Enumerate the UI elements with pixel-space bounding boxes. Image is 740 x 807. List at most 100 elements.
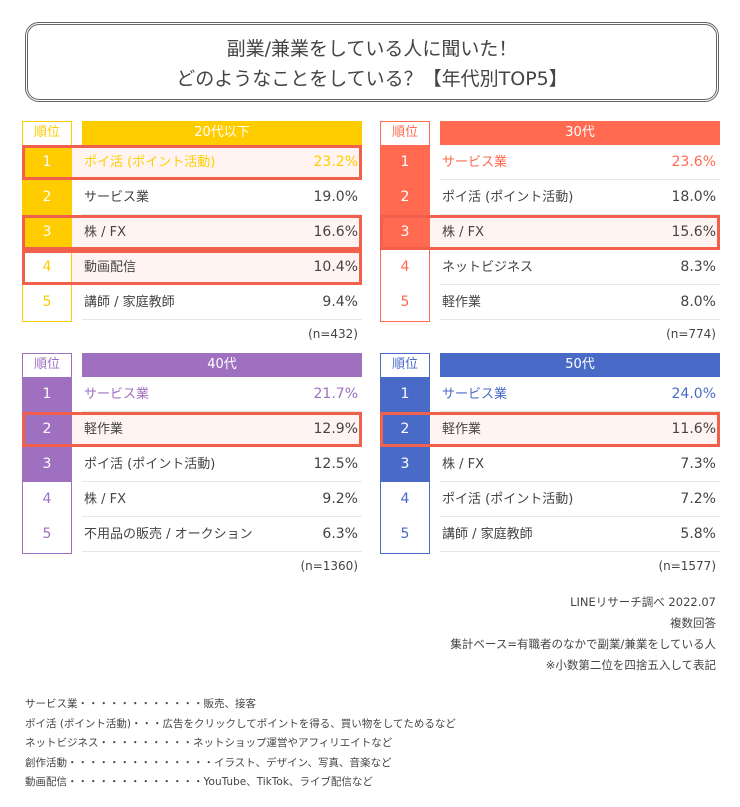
item-label: 軽作業 [442, 295, 482, 310]
rank-cell: 3 [22, 215, 72, 250]
percentage-value: 19.0% [313, 189, 358, 205]
item-label: 株 / FX [84, 492, 127, 507]
highlight-box [22, 145, 362, 180]
rank-cell: 4 [42, 491, 52, 507]
row-divider [82, 411, 362, 412]
row-divider [440, 284, 720, 285]
ranking-table-panel: 順位 50代 1 サービス業 24.0% 2 軽作業 11.6% 3 株 / FX 7.3% 4 ポイ活… [380, 353, 720, 583]
item-label: サービス業 [84, 387, 150, 402]
sample-size: (n=774) [666, 327, 716, 341]
table-row: 2 軽作業 12.9% [22, 412, 362, 447]
rank-cell: 5 [400, 526, 410, 542]
row-divider [440, 411, 720, 412]
note-multiple-answer: 複数回答 [670, 616, 716, 630]
sample-size: (n=432) [308, 327, 358, 341]
table-row: 1 サービス業 24.0% [380, 377, 720, 412]
highlight-box [22, 215, 362, 250]
row-divider [440, 516, 720, 517]
item-label: 株 / FX [84, 225, 127, 240]
rank-cell: 3 [22, 447, 72, 482]
table-row: 4 株 / FX 9.2% [22, 482, 362, 517]
title-line-1: 副業/兼業をしている人に聞いた！ [226, 38, 518, 60]
row-divider [82, 214, 362, 215]
survey-notes: LINEリサーチ調べ 2022.07 複数回答 集計ベース=有職者のなかで副業/… [450, 592, 716, 676]
glossary-item: サービス業・・・・・・・・・・・・販売、接客 [25, 698, 256, 710]
rank-cell: 1 [380, 377, 430, 412]
rank-cell: 2 [22, 180, 72, 215]
percentage-value: 12.5% [313, 456, 358, 472]
rank-cell: 5 [400, 294, 410, 310]
rank-cell: 5 [42, 294, 52, 310]
highlight-background [72, 412, 362, 447]
item-label: ポイ活 (ポイント活動) [442, 492, 574, 507]
age-group-header: 30代 [440, 121, 720, 145]
highlight-background [72, 250, 362, 285]
item-label: サービス業 [84, 190, 150, 205]
rank-cell: 3 [380, 215, 430, 250]
table-row: 3 株 / FX 7.3% [380, 447, 720, 482]
percentage-value: 10.4% [313, 259, 358, 275]
table-row: 4 ネットビジネス 8.3% [380, 250, 720, 285]
highlight-box [380, 412, 720, 447]
glossary-item: 創作活動・・・・・・・・・・・・・・イラスト、デザイン、写真、音楽など [25, 756, 392, 769]
table-row: 2 軽作業 11.6% [380, 412, 720, 447]
age-group-header: 20代以下 [82, 121, 362, 145]
item-label: ネットビジネス [442, 260, 534, 275]
percentage-value: 7.3% [680, 456, 716, 472]
highlight-box [380, 215, 720, 250]
percentage-value: 15.6% [671, 224, 716, 240]
row-divider [82, 551, 362, 552]
item-label: ポイ活 (ポイント活動) [84, 155, 216, 170]
table-row: 1 サービス業 23.6% [380, 145, 720, 180]
ranking-table-panel: 順位 40代 1 サービス業 21.7% 2 軽作業 12.9% 3 ポイ活 (ポイント活動) 12… [22, 353, 362, 583]
title-box: 副業/兼業をしている人に聞いた！ どのようなことをしている？【年代別TOP5】 [25, 22, 719, 102]
percentage-value: 8.3% [680, 259, 716, 275]
glossary-item: 動画配信・・・・・・・・・・・・・YouTube、TikTok、ライブ配信など [25, 776, 373, 788]
table-row: 5 講師 / 家庭教師 5.8% [380, 517, 720, 552]
rank-header: 順位 [391, 125, 418, 140]
highlight-box [22, 412, 362, 447]
item-label: 軽作業 [84, 422, 124, 437]
table-row: 2 ポイ活 (ポイント活動) 18.0% [380, 180, 720, 215]
row-divider [82, 516, 362, 517]
row-divider [440, 481, 720, 482]
rank-cell: 1 [380, 145, 430, 180]
percentage-value: 7.2% [680, 491, 716, 507]
glossary-item: ポイ活 (ポイント活動)・・・広告をクリックしてポイントを得る、買い物をしてため… [25, 717, 456, 730]
percentage-value: 12.9% [313, 421, 358, 437]
item-label: サービス業 [442, 155, 508, 170]
rank-header: 順位 [391, 357, 418, 372]
glossary-item: ネットビジネス・・・・・・・・・ネットショップ運営やアフィリエイトなど [25, 737, 393, 749]
highlight-background [72, 215, 362, 250]
percentage-value: 18.0% [671, 189, 716, 205]
item-label: 株 / FX [442, 225, 485, 240]
percentage-value: 11.6% [671, 421, 716, 437]
rank-cell: 3 [380, 447, 430, 482]
table-row: 3 株 / FX 16.6% [22, 215, 362, 250]
table-row: 3 ポイ活 (ポイント活動) 12.5% [22, 447, 362, 482]
rank-header: 順位 [33, 357, 60, 372]
table-row: 1 ポイ活 (ポイント活動) 23.2% [22, 145, 362, 180]
item-label: ポイ活 (ポイント活動) [84, 457, 216, 472]
item-label: 株 / FX [442, 457, 485, 472]
percentage-value: 6.3% [322, 526, 358, 542]
sample-size: (n=1577) [658, 559, 716, 573]
rank-cell: 2 [380, 412, 430, 447]
row-divider [440, 179, 720, 180]
percentage-value: 9.2% [322, 491, 358, 507]
title-line-2: どのようなことをしている？【年代別TOP5】 [176, 68, 568, 90]
rank-cell: 2 [380, 180, 430, 215]
highlight-background [430, 215, 720, 250]
highlight-box [22, 250, 362, 285]
ranking-table-panel: 順位 30代 1 サービス業 23.6% 2 ポイ活 (ポイント活動) 18.0% 3 株 / F… [380, 121, 720, 351]
age-group-header: 50代 [440, 353, 720, 377]
rank-cell: 4 [400, 259, 410, 275]
table-row: 5 軽作業 8.0% [380, 285, 720, 320]
table-row: 2 サービス業 19.0% [22, 180, 362, 215]
table-row: 3 株 / FX 15.6% [380, 215, 720, 250]
item-label: 軽作業 [442, 422, 482, 437]
row-divider [440, 319, 720, 320]
table-row: 5 不用品の販売 / オークション 6.3% [22, 517, 362, 552]
percentage-value: 16.6% [313, 224, 358, 240]
rank-header: 順位 [33, 125, 60, 140]
